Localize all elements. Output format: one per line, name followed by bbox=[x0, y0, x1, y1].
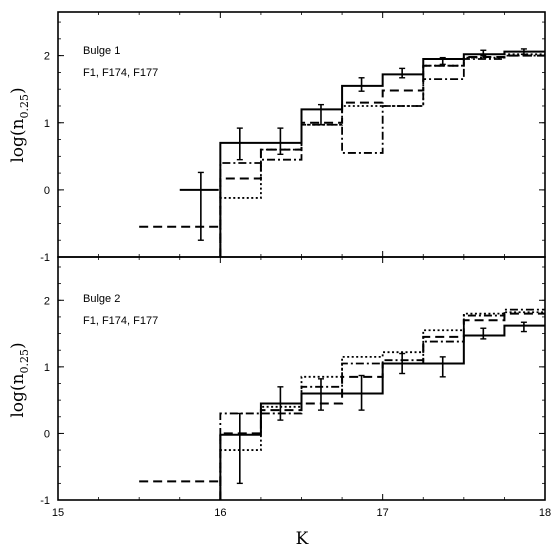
panel-bulge-2: Bulge 2 F1, F174, F177 log(n0.25) -1 0 1 2 1… bbox=[8, 256, 551, 519]
error-bar bbox=[277, 386, 284, 421]
error-bar bbox=[277, 127, 284, 156]
series-dashed bbox=[219, 312, 545, 500]
series-solid bbox=[219, 50, 545, 257]
series-dotted bbox=[219, 311, 545, 500]
panel-2-annotation-line-1: Bulge 2 bbox=[83, 293, 120, 305]
x-tick-label: 16 bbox=[214, 507, 226, 519]
x-tick-label: 15 bbox=[52, 507, 64, 519]
y-tick-label: 1 bbox=[44, 118, 50, 130]
error-bar bbox=[439, 356, 446, 378]
panel-2-y-axis-label: log(n0.25) bbox=[8, 342, 31, 417]
panel-1-annotation-line-1: Bulge 1 bbox=[83, 45, 120, 57]
x-tick-label: 17 bbox=[377, 507, 389, 519]
error-bar bbox=[480, 49, 487, 57]
series-dotted bbox=[219, 53, 545, 257]
y-tick-label: -1 bbox=[40, 252, 50, 264]
y-tick-label: 1 bbox=[44, 362, 50, 374]
error-bar bbox=[399, 352, 406, 375]
error-bar bbox=[197, 171, 204, 241]
y-tick-label: 2 bbox=[44, 295, 50, 307]
y-tick-label: 0 bbox=[44, 428, 50, 440]
x-axis-label: K bbox=[296, 529, 309, 549]
error-bar bbox=[520, 48, 527, 55]
y-tick-label: -1 bbox=[40, 495, 50, 507]
series-dashdot bbox=[219, 308, 545, 500]
panel-1-annotation-line-2: F1, F174, F177 bbox=[83, 67, 158, 79]
error-bar bbox=[317, 103, 324, 126]
error-bar bbox=[236, 412, 243, 485]
error-bar bbox=[480, 327, 487, 340]
y-tick-label: 0 bbox=[44, 185, 50, 197]
panel-bulge-1: Bulge 1 F1, F174, F177 log(n0.25) -1 0 1 2 bbox=[8, 11, 546, 264]
panel-2-annotation-line-2: F1, F174, F177 bbox=[83, 315, 158, 327]
series-dashed bbox=[219, 54, 545, 257]
error-bar bbox=[399, 67, 406, 79]
error-bar bbox=[358, 374, 365, 411]
error-bar bbox=[236, 127, 243, 161]
series-dashdot bbox=[219, 54, 545, 257]
error-bar bbox=[520, 321, 527, 333]
y-tick-label: 2 bbox=[44, 51, 50, 63]
x-tick-label: 18 bbox=[539, 507, 551, 519]
error-bar bbox=[439, 56, 446, 66]
panel-1-y-axis-label: log(n0.25) bbox=[8, 87, 31, 162]
error-bar bbox=[317, 378, 324, 411]
error-bar bbox=[358, 77, 365, 92]
